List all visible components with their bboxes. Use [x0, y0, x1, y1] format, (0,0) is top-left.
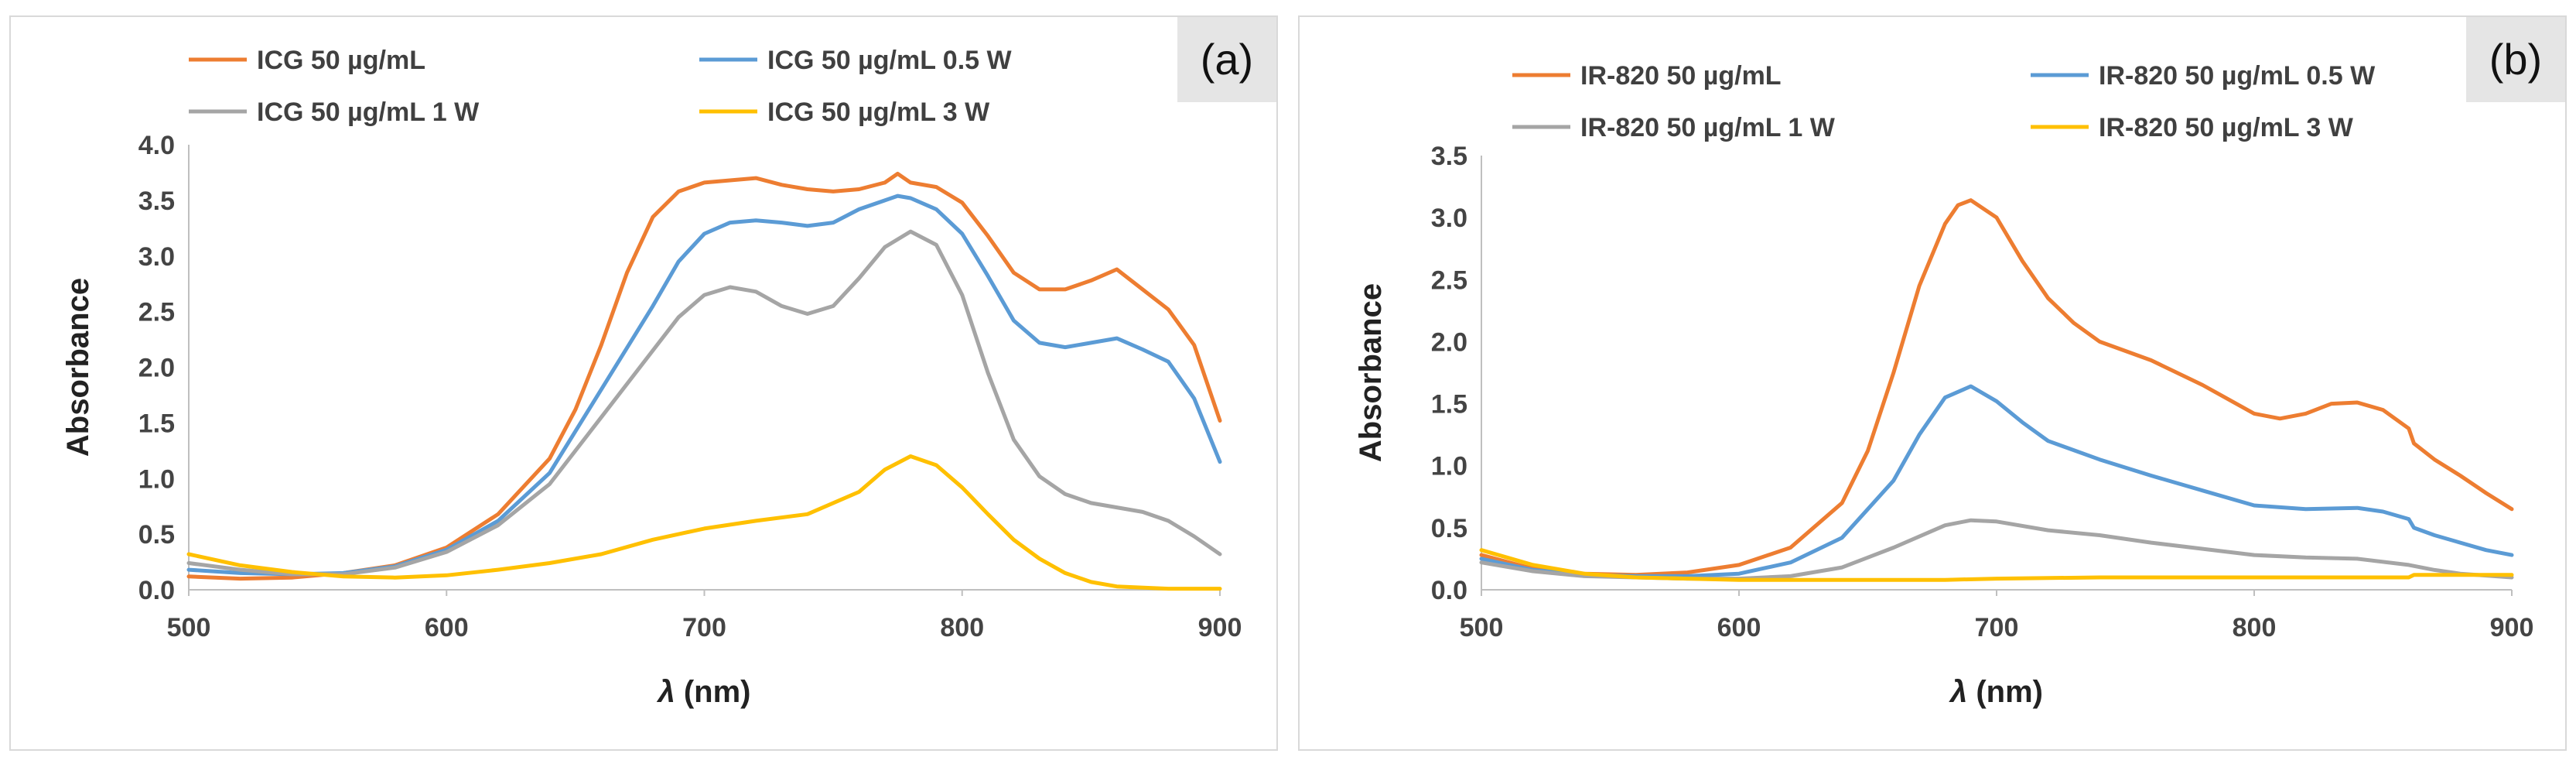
y-tick-label: 0.5 — [1431, 514, 1467, 543]
x-tick-label: 900 — [2490, 613, 2534, 642]
y-tick-label: 2.5 — [1431, 265, 1467, 295]
y-tick-label: 2.5 — [138, 298, 175, 327]
x-tick-label: 600 — [425, 613, 469, 642]
series-line — [186, 229, 1222, 577]
y-tick-label: 1.0 — [1431, 452, 1467, 481]
y-tick-label: 3.5 — [138, 187, 175, 216]
x-tick-label: 600 — [1717, 613, 1761, 642]
y-tick-label: 1.0 — [138, 464, 175, 494]
series-line — [1479, 548, 2514, 582]
chart-a-canvas: 0.0 0.5 1.0 1.5 2.0 2.5 3.0 3.5 4.0 500 600 700 800 9… — [61, 46, 1242, 709]
x-axis-unit: (nm) — [675, 675, 751, 709]
y-tick-label: 0.5 — [138, 520, 175, 550]
y-tick-label: 0.0 — [1431, 576, 1467, 605]
series-line — [186, 194, 1222, 577]
y-tick-label: 4.0 — [138, 131, 175, 160]
y-tick-label: 3.5 — [1431, 142, 1467, 171]
series-line — [1479, 518, 2514, 581]
y-axis-title: Absorbance — [1354, 283, 1388, 462]
x-tick-label: 900 — [1198, 613, 1242, 642]
x-axis-unit: (nm) — [1967, 675, 2043, 709]
legend-label: ICG 50 µg/mL 3 W — [767, 98, 990, 127]
legend-label: IR-820 50 µg/mL — [1580, 61, 1782, 91]
x-tick-label: 800 — [2233, 613, 2277, 642]
y-tick-label: 3.0 — [1431, 204, 1467, 233]
x-axis-title: λ (nm) — [656, 675, 750, 709]
x-axis-symbol: λ — [1949, 675, 1967, 709]
x-axis-title: λ (nm) — [1949, 675, 2043, 709]
legend-label: IR-820 50 µg/mL 3 W — [2099, 113, 2354, 142]
series-line — [186, 454, 1222, 591]
legend-label: IR-820 50 µg/mL 1 W — [1580, 113, 1836, 142]
chart-panel-a: 0.0 0.5 1.0 1.5 2.0 2.5 3.0 3.5 4.0 500 600 700 800 9… — [9, 15, 1278, 751]
x-tick-label: 500 — [1460, 613, 1504, 642]
x-tick-label: 700 — [1975, 613, 2019, 642]
chart-b-canvas: 0.0 0.5 1.0 1.5 2.0 2.5 3.0 3.5 500 600 700 800 900 λ… — [1354, 61, 2534, 709]
chart-panel-b: 0.0 0.5 1.0 1.5 2.0 2.5 3.0 3.5 500 600 700 800 900 λ… — [1298, 15, 2567, 751]
series-line — [186, 171, 1222, 581]
y-axis-title: Absorbance — [61, 278, 95, 457]
legend-label: IR-820 50 µg/mL 0.5 W — [2099, 61, 2376, 91]
legend-label: ICG 50 µg/mL 0.5 W — [767, 46, 1013, 75]
y-tick-label: 3.0 — [138, 242, 175, 272]
y-tick-label: 2.0 — [1431, 327, 1467, 357]
x-tick-label: 700 — [682, 613, 726, 642]
y-tick-label: 0.0 — [138, 576, 175, 605]
panel-label-a: (a) — [1177, 17, 1276, 102]
y-tick-label: 2.0 — [138, 354, 175, 383]
legend-label: ICG 50 µg/mL 1 W — [257, 98, 480, 127]
legend-label: ICG 50 µg/mL — [257, 46, 425, 75]
x-tick-label: 800 — [940, 613, 984, 642]
y-tick-label: 1.5 — [1431, 390, 1467, 420]
x-tick-label: 500 — [167, 613, 211, 642]
y-tick-label: 1.5 — [138, 409, 175, 438]
x-axis-symbol: λ — [656, 675, 675, 709]
series-line — [1479, 198, 2514, 577]
series-line — [1479, 384, 2514, 578]
panel-label-b: (b) — [2466, 17, 2565, 102]
